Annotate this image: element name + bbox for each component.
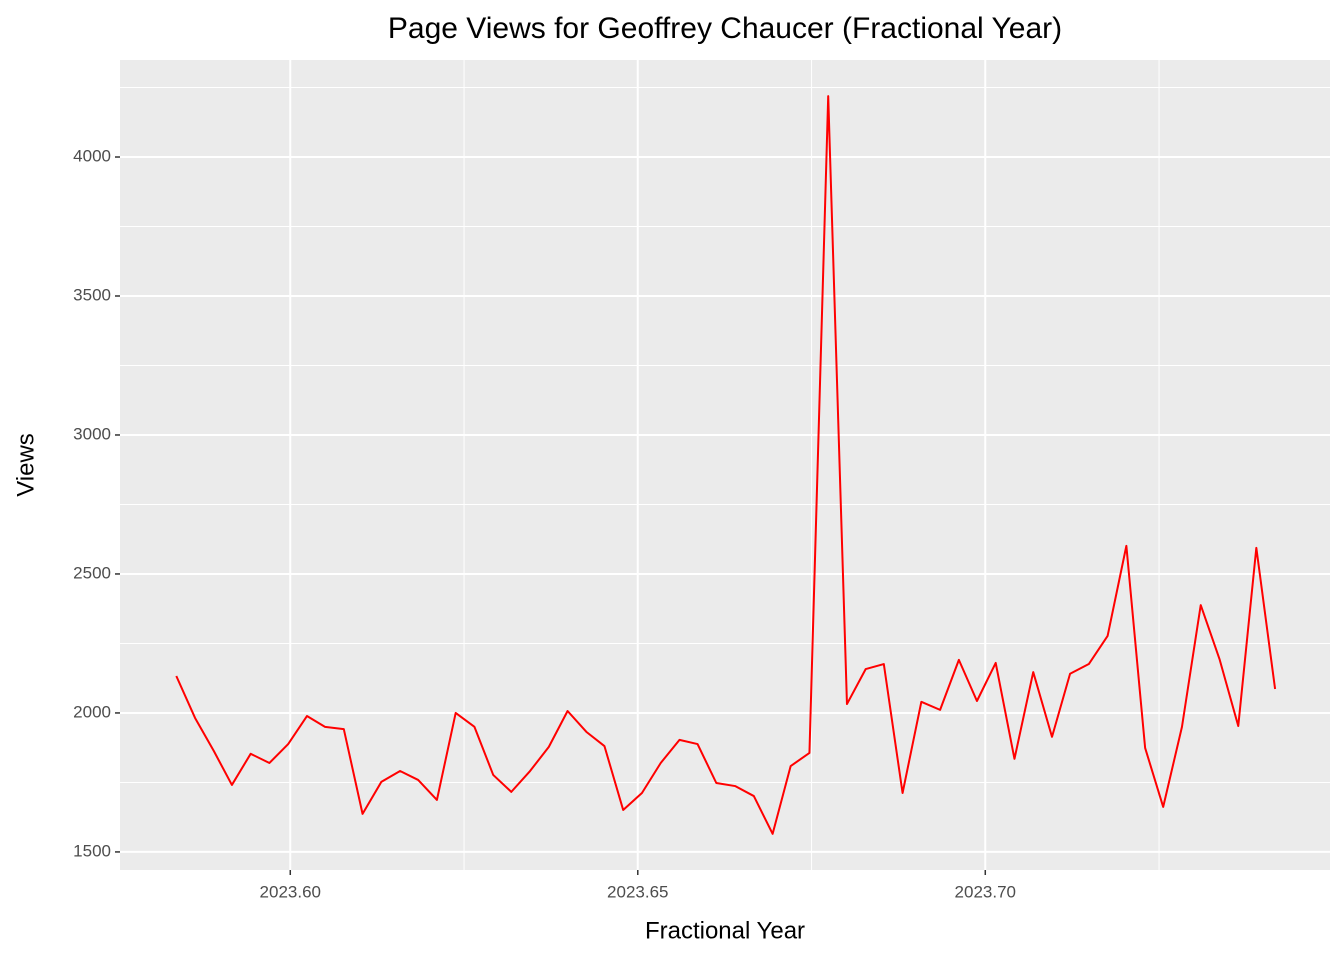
x-axis-title: Fractional Year bbox=[645, 917, 805, 944]
y-tick-label: 3500 bbox=[73, 285, 111, 304]
x-tick-label: 2023.70 bbox=[955, 882, 1016, 901]
y-tick-label: 2500 bbox=[73, 563, 111, 582]
y-tick-label: 2000 bbox=[73, 702, 111, 721]
chart-title: Page Views for Geoffrey Chaucer (Fractio… bbox=[388, 12, 1062, 45]
line bbox=[175, 95, 1277, 835]
y-tick-label: 1500 bbox=[73, 841, 111, 860]
y-axis-title: Views bbox=[12, 433, 39, 497]
panel bbox=[120, 60, 1330, 870]
x-tick-label: 2023.60 bbox=[260, 882, 321, 901]
x-tick-label: 2023.65 bbox=[607, 882, 668, 901]
y-tick-label: 3000 bbox=[73, 424, 111, 443]
y-tick-label: 4000 bbox=[73, 146, 111, 165]
